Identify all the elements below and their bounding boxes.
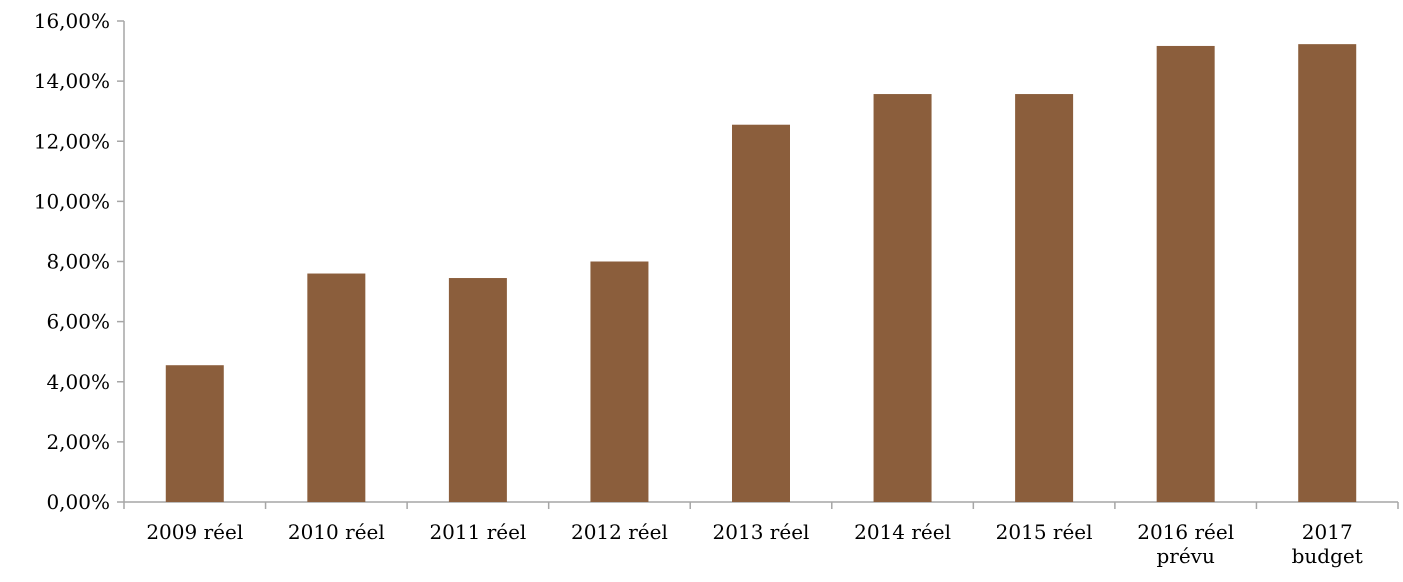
x-tick-label: 2010 réel <box>288 520 385 544</box>
y-tick-label: 12,00% <box>34 129 110 153</box>
x-tick-label-line: 2015 réel <box>996 520 1093 544</box>
bar <box>732 124 790 502</box>
bar <box>1298 44 1357 502</box>
x-tick-label: 2009 réel <box>146 520 243 544</box>
x-tick-label-line: 2010 réel <box>288 520 385 544</box>
x-tick-label-line: budget <box>1292 544 1363 568</box>
bar <box>448 278 507 502</box>
bar <box>307 273 366 502</box>
y-tick-label: 16,00% <box>34 9 110 33</box>
x-tick-label: 2014 réel <box>854 520 951 544</box>
x-tick-label-line: 2017 <box>1302 520 1353 544</box>
y-tick-label: 14,00% <box>34 69 110 93</box>
x-axis: 2009 réel 2010 réel 2011 réel 2012 réel 2013… <box>123 501 1399 568</box>
bar <box>165 365 224 502</box>
bar <box>1156 45 1215 502</box>
x-tick-label-line: prévu <box>1156 544 1214 568</box>
y-tick-label: 0,00% <box>46 490 110 514</box>
y-tick-label: 2,00% <box>46 430 110 454</box>
x-tick-label: 2011 réel <box>429 520 526 544</box>
x-tick-label-line: 2014 réel <box>854 520 951 544</box>
y-axis: 0,00% 2,00% 4,00% 6,00% 8,00% 10,00% 12,00% 14,… <box>34 9 125 514</box>
y-tick-label: 10,00% <box>34 189 110 213</box>
y-tick-label: 8,00% <box>46 250 110 274</box>
x-tick-label-line: 2016 réel <box>1137 520 1234 544</box>
x-tick-label-line: 2013 réel <box>713 520 810 544</box>
x-tick-label: 2017 budget <box>1292 520 1363 568</box>
x-tick-label: 2015 réel <box>996 520 1093 544</box>
x-tick-label: 2016 réel prévu <box>1137 520 1234 568</box>
x-tick-label: 2012 réel <box>571 520 668 544</box>
bar <box>590 261 649 502</box>
x-tick-label-line: 2011 réel <box>429 520 526 544</box>
x-tick-label-line: 2012 réel <box>571 520 668 544</box>
x-tick-label: 2013 réel <box>713 520 810 544</box>
bar <box>873 94 932 502</box>
y-tick-label: 6,00% <box>46 310 110 334</box>
bars <box>165 44 1357 502</box>
bar <box>1015 94 1074 502</box>
x-tick-label-line: 2009 réel <box>146 520 243 544</box>
y-tick-label: 4,00% <box>46 370 110 394</box>
